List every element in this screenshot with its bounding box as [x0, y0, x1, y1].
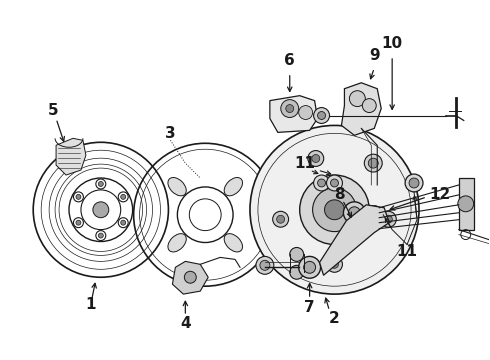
- Circle shape: [299, 105, 313, 120]
- Circle shape: [250, 125, 419, 294]
- Polygon shape: [172, 261, 208, 294]
- Circle shape: [326, 256, 343, 272]
- Ellipse shape: [168, 234, 186, 252]
- Circle shape: [121, 194, 126, 199]
- Circle shape: [277, 215, 285, 223]
- Text: 1: 1: [86, 297, 96, 311]
- Circle shape: [118, 218, 128, 228]
- Circle shape: [260, 260, 270, 270]
- Circle shape: [312, 154, 320, 162]
- Circle shape: [304, 261, 316, 273]
- Circle shape: [365, 154, 382, 172]
- Text: 4: 4: [180, 316, 191, 332]
- Ellipse shape: [224, 177, 243, 196]
- Text: 2: 2: [329, 311, 340, 327]
- Circle shape: [324, 200, 344, 220]
- Text: 3: 3: [165, 126, 176, 141]
- Circle shape: [366, 206, 383, 224]
- Circle shape: [98, 233, 103, 238]
- Circle shape: [184, 271, 196, 283]
- Text: 11: 11: [396, 244, 417, 259]
- Circle shape: [318, 179, 325, 187]
- Circle shape: [74, 192, 83, 202]
- Circle shape: [318, 112, 325, 120]
- Text: 6: 6: [284, 53, 295, 68]
- Polygon shape: [270, 96, 318, 132]
- Text: 7: 7: [304, 300, 315, 315]
- Circle shape: [348, 207, 360, 219]
- Text: 11: 11: [294, 156, 315, 171]
- Circle shape: [299, 256, 320, 278]
- Circle shape: [93, 202, 109, 218]
- Circle shape: [96, 179, 106, 189]
- Circle shape: [118, 192, 128, 202]
- Circle shape: [326, 175, 343, 191]
- Circle shape: [281, 100, 299, 117]
- Polygon shape: [459, 178, 474, 230]
- Circle shape: [349, 91, 366, 107]
- Text: 5: 5: [48, 103, 58, 118]
- Circle shape: [76, 220, 81, 225]
- Circle shape: [290, 265, 304, 279]
- Circle shape: [314, 175, 329, 191]
- Circle shape: [286, 105, 294, 113]
- Circle shape: [74, 218, 83, 228]
- Circle shape: [405, 174, 423, 192]
- Circle shape: [290, 247, 304, 261]
- Circle shape: [256, 256, 274, 274]
- Circle shape: [409, 178, 419, 188]
- Circle shape: [308, 150, 324, 166]
- Circle shape: [458, 196, 474, 212]
- Ellipse shape: [168, 177, 186, 196]
- Circle shape: [121, 220, 126, 225]
- Text: 12: 12: [429, 188, 450, 202]
- Circle shape: [76, 194, 81, 199]
- Circle shape: [96, 231, 106, 240]
- Circle shape: [314, 108, 329, 123]
- Circle shape: [384, 215, 392, 223]
- Polygon shape: [319, 205, 389, 275]
- Circle shape: [331, 179, 339, 187]
- Circle shape: [331, 260, 339, 268]
- Circle shape: [362, 99, 376, 113]
- Circle shape: [300, 175, 369, 244]
- Text: 8: 8: [334, 188, 345, 202]
- Circle shape: [313, 188, 356, 231]
- Circle shape: [272, 211, 289, 227]
- Polygon shape: [342, 83, 381, 135]
- Text: 9: 9: [369, 49, 380, 63]
- Polygon shape: [56, 138, 86, 175]
- Circle shape: [368, 158, 378, 168]
- Ellipse shape: [224, 234, 243, 252]
- Text: 10: 10: [382, 36, 403, 50]
- Circle shape: [369, 210, 379, 220]
- Circle shape: [380, 211, 396, 227]
- Circle shape: [98, 181, 103, 186]
- Circle shape: [343, 202, 366, 224]
